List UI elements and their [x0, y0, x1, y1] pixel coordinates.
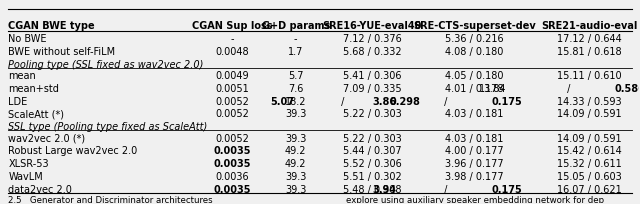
Text: 0.0052: 0.0052 — [215, 109, 249, 119]
Text: SSL type (Pooling type fixed as ScaleAtt): SSL type (Pooling type fixed as ScaleAtt… — [8, 122, 207, 132]
Text: -: - — [294, 34, 298, 44]
Text: 5.07: 5.07 — [271, 96, 294, 106]
Text: /: / — [564, 83, 573, 93]
Text: 5.51 / 0.302: 5.51 / 0.302 — [343, 171, 402, 181]
Text: 4.05 / 0.180: 4.05 / 0.180 — [445, 71, 504, 81]
Text: 3.86: 3.86 — [372, 96, 397, 106]
Text: 14.09 / 0.591: 14.09 / 0.591 — [557, 109, 622, 119]
Text: 3.98 / 0.177: 3.98 / 0.177 — [445, 171, 504, 181]
Text: 16.07 / 0.621: 16.07 / 0.621 — [557, 184, 622, 194]
Text: 0.0049: 0.0049 — [215, 71, 249, 81]
Text: Pooling type (SSL fixed as wav2vec 2.0): Pooling type (SSL fixed as wav2vec 2.0) — [8, 59, 204, 69]
Text: 5.22 / 0.303: 5.22 / 0.303 — [343, 133, 402, 143]
Text: No BWE: No BWE — [8, 34, 47, 44]
Text: 5.52 / 0.306: 5.52 / 0.306 — [343, 159, 402, 168]
Text: 4.08 / 0.180: 4.08 / 0.180 — [445, 47, 504, 57]
Text: 0.0048: 0.0048 — [215, 47, 249, 57]
Text: 0.0052: 0.0052 — [215, 133, 249, 143]
Text: /: / — [440, 96, 450, 106]
Text: 3.96 / 0.177: 3.96 / 0.177 — [445, 159, 504, 168]
Text: CGAN Sup loss: CGAN Sup loss — [191, 21, 272, 31]
Text: 7.12 / 0.376: 7.12 / 0.376 — [343, 34, 402, 44]
Text: G+D params: G+D params — [262, 21, 330, 31]
Text: BWE without self-FiLM: BWE without self-FiLM — [8, 47, 115, 57]
Text: wav2vec 2.0 (*): wav2vec 2.0 (*) — [8, 133, 86, 143]
Text: 4.03 / 0.181: 4.03 / 0.181 — [445, 109, 504, 119]
Text: 39.3: 39.3 — [285, 109, 307, 119]
Text: data2vec 2.0: data2vec 2.0 — [8, 184, 72, 194]
Text: SRE21-audio-eval: SRE21-audio-eval — [541, 21, 637, 31]
Text: ScaleAtt (*): ScaleAtt (*) — [8, 109, 65, 119]
Text: 0.0051: 0.0051 — [215, 83, 249, 93]
Text: 0.0035: 0.0035 — [213, 159, 251, 168]
Text: 39.3: 39.3 — [285, 184, 307, 194]
Text: 0.175: 0.175 — [492, 184, 522, 194]
Text: 14.33 / 0.593: 14.33 / 0.593 — [557, 96, 622, 106]
Text: SRE16-YUE-eval40: SRE16-YUE-eval40 — [323, 21, 422, 31]
Text: 4.00 / 0.177: 4.00 / 0.177 — [445, 146, 504, 156]
Text: /: / — [440, 184, 450, 194]
Text: 7.09 / 0.335: 7.09 / 0.335 — [343, 83, 402, 93]
Text: SRE-CTS-superset-dev: SRE-CTS-superset-dev — [413, 21, 536, 31]
Text: 5.48 / 0.308: 5.48 / 0.308 — [343, 184, 402, 194]
Text: Robust Large wav2vec 2.0: Robust Large wav2vec 2.0 — [8, 146, 138, 156]
Text: 5.68 / 0.332: 5.68 / 0.332 — [343, 47, 402, 57]
Text: 5.44 / 0.307: 5.44 / 0.307 — [343, 146, 402, 156]
Text: 49.2: 49.2 — [285, 159, 307, 168]
Text: WavLM: WavLM — [8, 171, 43, 181]
Text: 0.0035: 0.0035 — [213, 146, 251, 156]
Text: explore using auxiliary speaker embedding network for dep: explore using auxiliary speaker embeddin… — [346, 195, 604, 204]
Text: 7.6: 7.6 — [288, 83, 303, 93]
Text: 5.7: 5.7 — [288, 71, 303, 81]
Text: 39.3: 39.3 — [285, 133, 307, 143]
Text: XLSR-53: XLSR-53 — [8, 159, 49, 168]
Text: 15.05 / 0.603: 15.05 / 0.603 — [557, 171, 622, 181]
Text: 13.84: 13.84 — [479, 83, 507, 93]
Text: 0.0052: 0.0052 — [215, 96, 249, 106]
Text: 0.175: 0.175 — [492, 96, 522, 106]
Text: 5.36 / 0.216: 5.36 / 0.216 — [445, 34, 504, 44]
Text: 0.586: 0.586 — [615, 83, 640, 93]
Text: 5.22 / 0.303: 5.22 / 0.303 — [343, 109, 402, 119]
Text: 0.0036: 0.0036 — [215, 171, 249, 181]
Text: 15.81 / 0.618: 15.81 / 0.618 — [557, 47, 622, 57]
Text: 1.7: 1.7 — [288, 47, 303, 57]
Text: LDE: LDE — [8, 96, 28, 106]
Text: 0.0035: 0.0035 — [213, 184, 251, 194]
Text: 15.11 / 0.610: 15.11 / 0.610 — [557, 71, 622, 81]
Text: 4.03 / 0.181: 4.03 / 0.181 — [445, 133, 504, 143]
Text: -: - — [230, 34, 234, 44]
Text: 2.5   Generator and Discriminator architectures: 2.5 Generator and Discriminator architec… — [8, 195, 213, 204]
Text: 5.41 / 0.306: 5.41 / 0.306 — [343, 71, 402, 81]
Text: CGAN BWE type: CGAN BWE type — [8, 21, 95, 31]
Text: 14.09 / 0.591: 14.09 / 0.591 — [557, 133, 622, 143]
Text: 15.32 / 0.611: 15.32 / 0.611 — [557, 159, 622, 168]
Text: 15.42 / 0.614: 15.42 / 0.614 — [557, 146, 622, 156]
Text: mean+std: mean+std — [8, 83, 60, 93]
Text: 4.01 / 0.178: 4.01 / 0.178 — [445, 83, 504, 93]
Text: 39.3: 39.3 — [285, 171, 307, 181]
Text: 18.2: 18.2 — [285, 96, 307, 106]
Text: mean: mean — [8, 71, 36, 81]
Text: 0.298: 0.298 — [389, 96, 420, 106]
Text: /: / — [339, 96, 348, 106]
Text: 3.94: 3.94 — [372, 184, 397, 194]
Text: 17.12 / 0.644: 17.12 / 0.644 — [557, 34, 622, 44]
Text: 49.2: 49.2 — [285, 146, 307, 156]
